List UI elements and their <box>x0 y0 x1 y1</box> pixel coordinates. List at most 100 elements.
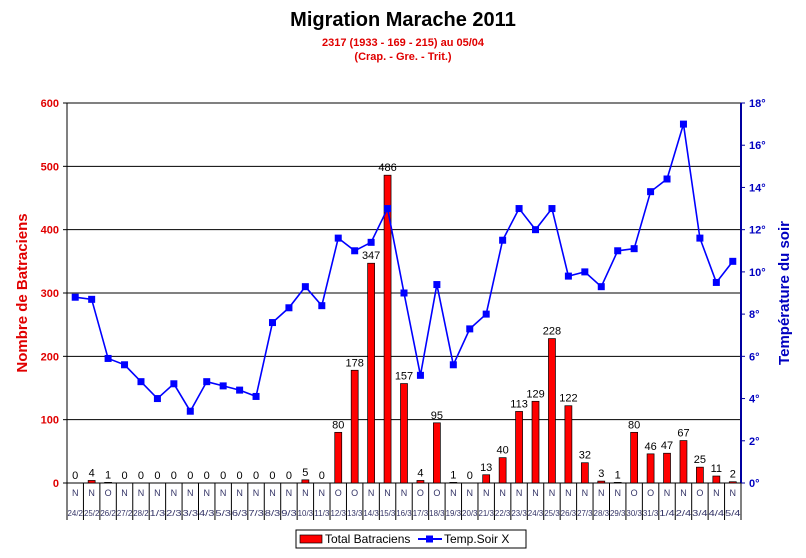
x-tick-label: 17/3 <box>413 509 429 518</box>
x-tick-label: 23/3 <box>511 509 527 518</box>
bar <box>515 411 523 484</box>
weather-code-label: N <box>302 488 309 498</box>
x-tick-label: 27/2 <box>117 509 133 518</box>
weather-code-label: N <box>88 488 95 498</box>
temperature-point <box>121 361 129 369</box>
temperature-point <box>581 268 589 276</box>
weather-code-label: N <box>171 488 178 498</box>
temperature-point <box>71 293 79 301</box>
x-tick-label: 13/3 <box>347 509 363 518</box>
temperature-point <box>252 392 260 400</box>
temperature-point <box>137 378 145 386</box>
temperature-point <box>466 325 474 333</box>
x-tick-label: 16/3 <box>396 509 412 518</box>
right-tick-label: 0° <box>749 478 760 490</box>
temperature-point <box>236 386 244 394</box>
weather-code-label: O <box>105 488 112 498</box>
temperature-point <box>104 354 112 362</box>
bar-value-label: 0 <box>187 470 193 482</box>
bar <box>87 480 96 484</box>
left-tick-label: 400 <box>41 225 59 237</box>
weather-code-label: N <box>72 488 79 498</box>
weather-code-label: N <box>467 488 474 498</box>
temperature-point <box>630 245 638 253</box>
x-tick-label: 20/3 <box>462 509 478 518</box>
weather-code-label: N <box>532 488 539 498</box>
bar <box>350 369 359 484</box>
weather-code-label: N <box>401 488 408 498</box>
weather-code-label: O <box>351 488 358 498</box>
x-tick-label: 28/3 <box>594 509 610 518</box>
right-axis-title: Température du soir <box>776 221 793 365</box>
weather-code-label: N <box>680 488 687 498</box>
bar-value-label: 40 <box>497 445 509 457</box>
temperature-point <box>499 236 507 244</box>
weather-code-label: O <box>631 488 638 498</box>
bar <box>663 452 671 484</box>
right-tick-label: 18° <box>749 98 766 110</box>
x-tick-label: 26/2 <box>100 509 116 518</box>
weather-code-label: N <box>713 488 720 498</box>
weather-code-label: O <box>417 488 424 498</box>
bar-value-label: 0 <box>237 470 243 482</box>
bar-value-label: 0 <box>138 470 144 482</box>
weather-code-label: N <box>154 488 161 498</box>
bar <box>580 462 589 484</box>
x-tick-label: 5/3 <box>215 509 231 518</box>
weather-code-label: N <box>516 488 523 498</box>
legend-label-line: Temp.Soir X <box>444 532 509 546</box>
temperature-point <box>597 283 605 291</box>
chart-subtitle-species: (Crap. - Gre. - Trit.) <box>354 51 452 63</box>
temperature-point <box>416 371 424 379</box>
left-tick-label: 300 <box>41 288 59 300</box>
bar-value-label: 5 <box>302 467 308 479</box>
x-tick-label: 2/3 <box>166 509 182 518</box>
x-tick-label: 24/3 <box>528 509 544 518</box>
temperature-point <box>170 380 178 388</box>
bar-value-label: 1 <box>450 469 456 481</box>
temperature-point <box>219 382 227 390</box>
bar-value-label: 347 <box>362 250 380 262</box>
x-tick-label: 29/3 <box>610 509 626 518</box>
temperature-point <box>433 281 441 289</box>
left-tick-label: 600 <box>41 98 59 110</box>
bar <box>630 431 638 484</box>
weather-code-label: N <box>483 488 490 498</box>
weather-code-label: O <box>433 488 440 498</box>
bar-value-label: 113 <box>510 398 528 410</box>
temperature-point <box>285 304 293 312</box>
x-tick-label: 30/3 <box>626 509 642 518</box>
bar-value-label: 0 <box>72 470 78 482</box>
bar-value-label: 178 <box>346 357 364 369</box>
bar-value-label: 80 <box>628 419 640 431</box>
bar <box>334 431 343 484</box>
x-tick-label: 18/3 <box>429 509 445 518</box>
weather-code-label: N <box>549 488 556 498</box>
bar <box>548 338 556 484</box>
x-tick-label: 3/3 <box>183 509 199 518</box>
bar-value-label: 157 <box>395 371 413 383</box>
bar-value-label: 0 <box>319 470 325 482</box>
right-tick-label: 12° <box>749 225 766 237</box>
right-tick-label: 6° <box>749 351 760 363</box>
temperature-point <box>564 272 572 280</box>
temperature-point <box>400 289 408 297</box>
weather-code-label: N <box>269 488 276 498</box>
right-tick-label: 14° <box>749 182 766 194</box>
weather-code-label: O <box>647 488 654 498</box>
temperature-point <box>482 310 490 318</box>
bar-value-label: 0 <box>286 470 292 482</box>
weather-code-label: N <box>450 488 457 498</box>
x-tick-label: 22/3 <box>495 509 511 518</box>
bar <box>564 405 573 484</box>
x-tick-label: 8/3 <box>265 509 281 518</box>
x-tick-label: 27/3 <box>577 509 593 518</box>
bar <box>433 422 441 484</box>
bar-value-label: 95 <box>431 410 443 422</box>
temperature-point <box>186 407 194 415</box>
bar-value-label: 2 <box>730 469 736 481</box>
temperature-point <box>449 361 457 369</box>
bar-value-label: 3 <box>598 468 604 480</box>
x-tick-label: 4/4 <box>709 509 725 518</box>
bar <box>400 383 408 484</box>
